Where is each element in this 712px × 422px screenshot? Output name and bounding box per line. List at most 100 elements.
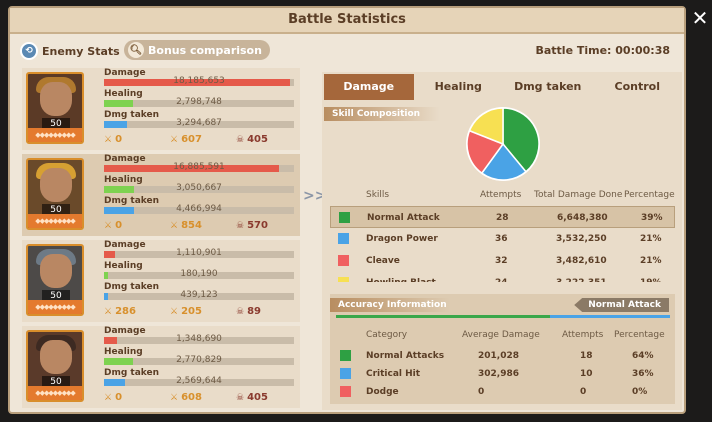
stats-detail-panel: Damage Healing Dmg taken Control Skill C… xyxy=(322,72,682,410)
stat-bar-fill xyxy=(104,79,290,86)
stat-bar-fill xyxy=(104,379,125,386)
skill-name: Normal Attack xyxy=(367,213,440,223)
count-b-value: 854 xyxy=(181,220,202,231)
hero-face xyxy=(40,168,72,202)
pie-slice xyxy=(502,107,540,173)
bonus-comparison-label: Bonus comparison xyxy=(148,43,262,57)
stat-value: 18,185,653 xyxy=(173,76,225,86)
skill-percentage: 21% xyxy=(640,234,662,244)
stat-tabs: Damage Healing Dmg taken Control xyxy=(324,74,682,100)
skill-percentage: 39% xyxy=(641,213,663,223)
swap-icon: ⟲ xyxy=(20,42,38,60)
stat-damage: Damage 18,185,653 xyxy=(90,68,294,86)
hero-row[interactable]: 50 ◆◆◆◆◆◆◆◆◆ Damage 1,348,690 Healing 2,… xyxy=(22,326,300,408)
hero-level: 50 xyxy=(42,290,70,302)
bonus-comparison-button[interactable]: 🔍︎ Bonus comparison xyxy=(124,40,270,60)
helmet-count-icon: ⚔ xyxy=(104,392,113,403)
count-b-value: 608 xyxy=(181,392,202,403)
accuracy-bar xyxy=(336,315,670,318)
count-b: ⚔ 607 xyxy=(170,134,202,145)
accuracy-category: Critical Hit xyxy=(366,369,421,379)
star-rating-icon: ◆◆◆◆◆◆◆◆◆ xyxy=(28,300,82,314)
count-b: ⚔ 205 xyxy=(170,306,202,317)
hero-row[interactable]: 50 ◆◆◆◆◆◆◆◆◆ Damage 18,185,653 Healing 2… xyxy=(22,68,300,150)
skill-name: Howling Blast xyxy=(366,278,436,282)
hero-counts: ⚔ 0 ⚔ 607 ☠ 405 xyxy=(90,134,294,148)
hero-level: 50 xyxy=(42,118,70,130)
skull-icon: ☠ xyxy=(236,220,245,231)
stat-bar xyxy=(104,358,294,365)
skill-row[interactable]: Cleave 32 3,482,610 21% xyxy=(330,250,675,272)
top-bar: ⟲ Enemy Stats 🔍︎ Bonus comparison Battle… xyxy=(20,40,680,62)
troops-icon: ⚔ xyxy=(170,392,179,403)
col-average-damage: Average Damage xyxy=(462,330,540,340)
skill-attempts: 24 xyxy=(495,278,508,282)
accuracy-table-header: Category Average Damage Attempts Percent… xyxy=(330,330,675,344)
stat-value: 16,885,591 xyxy=(173,162,225,172)
count-a: ⚔ 0 xyxy=(104,392,122,403)
pie-slice xyxy=(480,142,528,181)
tab-dmg-taken[interactable]: Dmg taken xyxy=(514,80,582,93)
count-b: ⚔ 854 xyxy=(170,220,202,231)
battle-statistics-window: Battle Statistics ⟲ Enemy Stats 🔍︎ Bonus… xyxy=(8,6,686,414)
accuracy-filter-dropdown[interactable]: Normal Attack xyxy=(574,298,669,312)
enemy-stats-toggle[interactable]: ⟲ Enemy Stats xyxy=(20,40,120,62)
skill-name: Cleave xyxy=(366,256,400,266)
enemy-stats-label: Enemy Stats xyxy=(42,44,120,58)
stat-dmg_taken: Dmg taken 2,569,644 xyxy=(90,368,294,386)
stat-value: 3,050,667 xyxy=(176,183,222,193)
stat-value: 2,798,748 xyxy=(176,97,222,107)
stat-value: 4,466,994 xyxy=(176,204,222,214)
col-category: Category xyxy=(366,330,408,340)
skull-icon: ☠ xyxy=(236,134,245,145)
tab-healing[interactable]: Healing xyxy=(434,80,482,93)
hero-face xyxy=(40,254,72,288)
stat-bar-fill xyxy=(104,186,134,193)
count-c-value: 405 xyxy=(247,134,268,145)
skill-attempts: 28 xyxy=(496,213,509,223)
hero-list: 50 ◆◆◆◆◆◆◆◆◆ Damage 18,185,653 Healing 2… xyxy=(22,68,300,408)
skill-color-swatch xyxy=(338,277,349,282)
tab-control[interactable]: Control xyxy=(614,80,660,93)
skill-total: 6,648,380 xyxy=(557,213,608,223)
hero-row[interactable]: 50 ◆◆◆◆◆◆◆◆◆ Damage 16,885,591 Healing 3… xyxy=(22,154,300,236)
stat-label: Dmg taken xyxy=(104,110,160,120)
stat-bar xyxy=(104,79,294,86)
count-b-value: 205 xyxy=(181,306,202,317)
count-b-value: 607 xyxy=(181,134,202,145)
col-attempts: Attempts xyxy=(480,190,522,200)
stat-bar-fill xyxy=(104,358,133,365)
skill-row[interactable]: Howling Blast 24 3,222,351 19% xyxy=(330,272,675,282)
skill-total: 3,222,351 xyxy=(556,278,607,282)
close-icon[interactable]: ✕ xyxy=(691,6,709,30)
accuracy-color-swatch xyxy=(340,368,351,379)
skill-pie-chart xyxy=(466,107,540,181)
stat-label: Dmg taken xyxy=(104,368,160,378)
count-a: ⚔ 0 xyxy=(104,134,122,145)
hero-row[interactable]: 50 ◆◆◆◆◆◆◆◆◆ Damage 1,110,901 Healing 18… xyxy=(22,240,300,322)
skill-total: 3,532,250 xyxy=(556,234,607,244)
accuracy-percentage: 0% xyxy=(632,387,648,397)
stat-bar xyxy=(104,293,294,300)
hero-portrait: 50 ◆◆◆◆◆◆◆◆◆ xyxy=(26,330,84,402)
stat-bar-fill xyxy=(104,293,108,300)
stat-value: 2,770,829 xyxy=(176,355,222,365)
tab-damage[interactable]: Damage xyxy=(324,74,414,100)
skills-list[interactable]: Normal Attack 28 6,648,380 39% Dragon Po… xyxy=(330,206,675,282)
stat-bar-fill xyxy=(104,272,108,279)
skull-icon: ☠ xyxy=(236,306,245,317)
col-percentage: Percentage xyxy=(624,190,675,200)
accuracy-section: Accuracy Information Normal Attack Categ… xyxy=(330,294,675,404)
stat-bar xyxy=(104,379,294,386)
count-a-value: 0 xyxy=(115,134,123,145)
count-a-value: 286 xyxy=(115,306,136,317)
stat-bar-fill xyxy=(104,207,134,214)
count-a: ⚔ 286 xyxy=(104,306,136,317)
troops-icon: ⚔ xyxy=(170,134,179,145)
accuracy-category: Normal Attacks xyxy=(366,351,445,361)
skill-row[interactable]: Normal Attack 28 6,648,380 39% xyxy=(330,206,675,228)
count-c-value: 570 xyxy=(247,220,268,231)
skill-composition-header: Skill Composition xyxy=(324,107,440,121)
count-c: ☠ 405 xyxy=(236,392,268,403)
skill-row[interactable]: Dragon Power 36 3,532,250 21% xyxy=(330,228,675,250)
